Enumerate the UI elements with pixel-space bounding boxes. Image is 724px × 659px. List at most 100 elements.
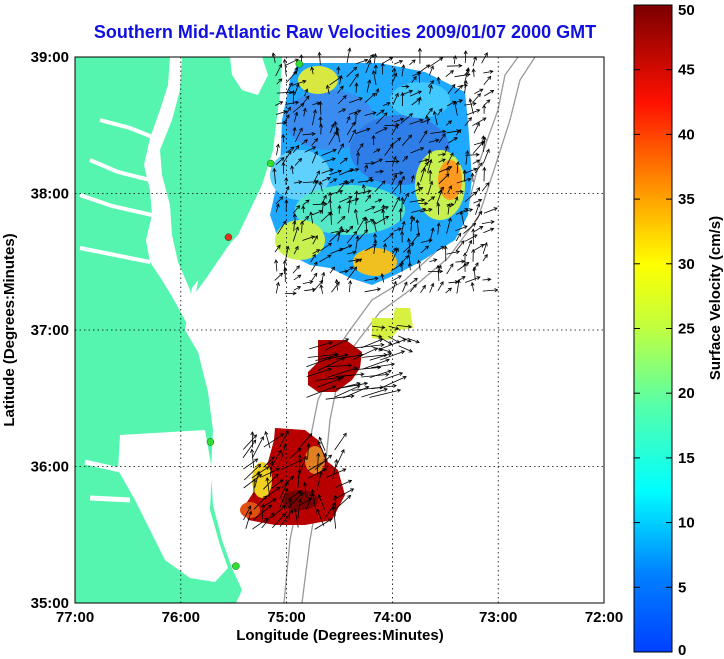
- velocity-arrow-head: [384, 206, 389, 210]
- velocity-arrow: [410, 187, 423, 194]
- velocity-arrow: [409, 90, 422, 97]
- colorbar-tick-label: 0: [678, 642, 686, 659]
- velocity-arrow-head: [458, 99, 463, 104]
- velocity-arrow-head: [461, 276, 466, 280]
- velocity-arrow: [275, 101, 283, 106]
- velocity-arrow-head: [263, 495, 268, 500]
- y-axis-label: Latitude (Degrees:Minutes): [1, 233, 18, 426]
- velocity-arrow-head: [398, 208, 403, 213]
- velocity-arrow: [460, 211, 465, 225]
- velocity-arrow-head: [442, 129, 447, 134]
- velocity-arrow: [329, 178, 337, 184]
- velocity-arrow-head: [380, 272, 385, 278]
- velocity-arrow: [292, 145, 300, 154]
- velocity-arrow-head: [270, 456, 275, 461]
- velocity-arrow: [437, 108, 443, 116]
- velocity-arrow-head: [364, 216, 369, 221]
- velocity-arrow: [346, 225, 353, 234]
- velocity-arrow: [393, 137, 401, 145]
- velocity-arrow: [438, 133, 446, 144]
- velocity-arrow-head: [475, 152, 480, 157]
- velocity-arrow-head: [441, 158, 446, 163]
- velocity-arrow-head: [411, 59, 416, 64]
- velocity-arrow-head: [328, 199, 333, 204]
- velocity-arrow-head: [272, 498, 277, 503]
- velocity-arrow-head: [412, 75, 417, 81]
- axes-frame: [74, 56, 605, 604]
- velocity-arrow: [384, 143, 394, 156]
- velocity-arrow-head: [361, 184, 366, 189]
- velocity-arrow-head: [337, 169, 342, 174]
- velocity-arrow-head: [430, 196, 436, 201]
- velocity-arrow: [326, 468, 346, 478]
- velocity-arrow-head: [281, 512, 286, 518]
- velocity-arrow-head: [347, 479, 353, 484]
- velocity-arrow: [343, 386, 369, 399]
- velocity-arrow-head: [424, 201, 429, 206]
- velocity-arrow: [366, 80, 371, 93]
- velocity-arrow: [464, 168, 477, 174]
- velocity-arrow-head: [247, 505, 252, 510]
- velocity-arrow-head: [265, 476, 270, 482]
- velocity-arrow: [266, 477, 271, 498]
- velocity-arrow: [334, 433, 347, 451]
- velocity-arrow: [293, 221, 295, 232]
- velocity-arrow: [401, 134, 412, 146]
- velocity-arrow: [365, 217, 367, 232]
- velocity-arrow: [348, 129, 356, 143]
- velocity-arrow-head: [287, 106, 291, 111]
- velocity-arrow-head: [378, 338, 384, 343]
- velocity-arrow: [279, 430, 289, 448]
- velocity-arrow-head: [353, 66, 358, 71]
- velocity-arrow: [411, 76, 417, 83]
- velocity-arrow-head: [468, 239, 473, 245]
- velocity-arrow-head: [268, 504, 273, 509]
- colorbar-tick-label: 35: [678, 191, 695, 208]
- velocity-arrow-head: [344, 269, 349, 274]
- velocity-arrow: [274, 272, 283, 281]
- velocity-arrow-head: [306, 442, 311, 448]
- velocity-arrow-head: [436, 202, 441, 207]
- velocity-arrow: [410, 215, 413, 232]
- velocity-arrow: [427, 159, 432, 174]
- velocity-arrow: [409, 284, 417, 293]
- velocity-arrow: [366, 177, 373, 183]
- velocity-arrow: [321, 149, 337, 156]
- velocity-arrow-head: [371, 206, 376, 210]
- velocity-arrow: [324, 453, 327, 471]
- velocity-arrow: [315, 354, 338, 361]
- velocity-arrow: [427, 181, 433, 196]
- velocity-arrow: [320, 242, 332, 252]
- velocity-arrow: [352, 366, 381, 371]
- x-tick-label: 72:00: [585, 609, 623, 626]
- velocity-arrow-head: [447, 217, 452, 222]
- velocity-arrow: [465, 150, 468, 165]
- velocity-arrow: [376, 112, 388, 125]
- velocity-arrow-head: [367, 79, 372, 84]
- velocity-arrow: [391, 281, 397, 293]
- velocity-arrow: [335, 382, 360, 390]
- velocity-arrow-head: [302, 79, 307, 84]
- velocity-arrow: [317, 357, 345, 371]
- velocity-arrow-head: [318, 470, 323, 476]
- velocity-arrow: [464, 103, 476, 106]
- station-markers: [206, 60, 304, 570]
- velocity-arrow-head: [438, 189, 443, 194]
- velocity-arrow-head: [318, 436, 323, 441]
- velocity-arrow: [302, 281, 313, 284]
- velocity-arrow-head: [417, 90, 422, 95]
- velocity-arrow-head: [375, 88, 380, 93]
- velocity-arrow: [334, 121, 339, 136]
- velocity-arrow: [315, 376, 344, 381]
- velocity-arrow: [293, 127, 296, 136]
- velocity-arrow-head: [468, 116, 472, 122]
- velocity-arrow-head: [393, 173, 398, 179]
- velocity-arrow: [288, 492, 304, 509]
- velocity-arrow-head: [297, 453, 302, 459]
- colorbar-tick-label: 45: [678, 62, 695, 79]
- velocity-arrow: [364, 112, 377, 116]
- velocity-arrow: [310, 212, 314, 224]
- velocity-arrow: [329, 123, 335, 134]
- velocity-arrow-head: [272, 167, 277, 172]
